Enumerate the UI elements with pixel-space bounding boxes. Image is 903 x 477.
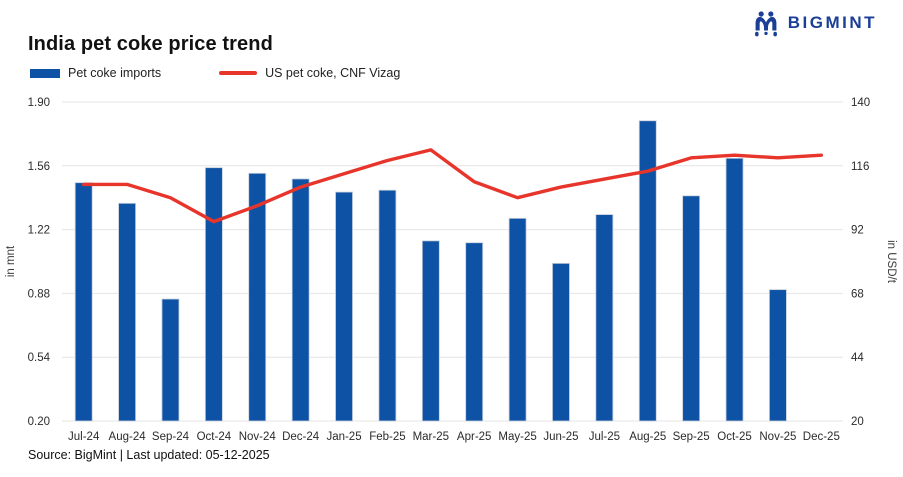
x-axis-tick-label: Apr-25	[457, 431, 492, 443]
right-axis-tick-label: 116	[851, 161, 869, 173]
left-axis-tick-label: 0.20	[28, 416, 50, 428]
bar-Dec-24	[291, 178, 310, 422]
bar-Sep-25	[682, 195, 701, 422]
bar-Oct-25	[725, 157, 744, 422]
bar-Jun-25	[552, 262, 570, 422]
bar-Mar-25	[421, 240, 440, 422]
x-axis-tick-label: Mar-25	[413, 431, 449, 443]
bar-Feb-25	[378, 189, 397, 422]
bar-Oct-24	[204, 167, 223, 422]
left-axis-tick-label: 1.22	[28, 225, 50, 237]
bar-series-swatch	[30, 68, 60, 78]
x-axis-tick-label: Feb-25	[369, 431, 405, 443]
chart-legend: Pet coke imports US pet coke, CNF Vizag	[30, 66, 400, 80]
right-axis-tick-label: 92	[851, 225, 864, 237]
x-axis-tick-label: Jan-25	[326, 431, 361, 443]
right-axis-tick-label: 20	[851, 416, 864, 428]
x-axis-tick-label: Jul-25	[589, 431, 620, 443]
price-line	[81, 148, 824, 224]
legend-item-us-pet-coke: US pet coke, CNF Vizag	[219, 66, 400, 80]
line-series-swatch	[219, 71, 258, 75]
bigmint-logo-icon	[754, 11, 777, 37]
x-axis-tick-label: Jul-24	[68, 431, 100, 443]
left-axis-tick-label: 1.90	[28, 97, 50, 109]
x-axis-tick-label: Nov-24	[239, 431, 277, 443]
bar-Nov-25	[769, 289, 787, 422]
left-axis-tick-label: 0.88	[28, 288, 50, 300]
x-axis-tick-label: Sep-24	[152, 431, 190, 443]
x-axis-tick-label: Dec-25	[803, 431, 840, 443]
source-note: Source: BigMint | Last updated: 05-12-20…	[28, 448, 270, 462]
bar-Nov-24	[248, 172, 267, 422]
bar-Aug-25	[638, 120, 657, 422]
legend-label-bar: Pet coke imports	[68, 66, 162, 80]
bar-Aug-24	[118, 202, 136, 422]
x-axis-tick-label: Jun-25	[543, 431, 578, 443]
right-axis-tick-label: 68	[851, 288, 864, 300]
x-axis-tick-label: Sep-25	[673, 431, 710, 443]
x-axis-tick-label: May-25	[498, 431, 536, 443]
bar-Jan-25	[335, 191, 353, 422]
left-axis-tick-label: 1.56	[28, 161, 50, 173]
x-axis-tick-label: Aug-25	[629, 431, 666, 443]
bar-May-25	[508, 217, 527, 422]
legend-item-pet-coke-imports: Pet coke imports	[30, 66, 161, 80]
bigmint-logo: BIGMINT	[751, 8, 877, 38]
x-axis-tick-label: Dec-24	[282, 431, 320, 443]
legend-label-line: US pet coke, CNF Vizag	[265, 66, 401, 80]
x-axis-tick-label: Nov-25	[759, 431, 796, 443]
bar-Apr-25	[465, 242, 484, 422]
x-axis-tick-label: Oct-24	[197, 431, 232, 443]
left-axis-title: in mnt	[5, 245, 17, 277]
bar-Sep-24	[161, 298, 180, 422]
bigmint-logo-text: BIGMINT	[787, 13, 877, 32]
bar-Jul-25	[595, 214, 614, 422]
x-axis-tick-label: Oct-25	[717, 431, 752, 443]
left-axis-tick-label: 0.54	[28, 352, 51, 364]
right-axis-tick-label: 44	[851, 352, 864, 364]
chart-title: India pet coke price trend	[28, 33, 273, 55]
x-axis-tick-label: Aug-24	[109, 431, 147, 443]
right-axis-title: in USD/t	[885, 240, 897, 284]
bar-Jul-24	[74, 182, 93, 422]
right-axis-tick-label: 140	[851, 97, 870, 109]
